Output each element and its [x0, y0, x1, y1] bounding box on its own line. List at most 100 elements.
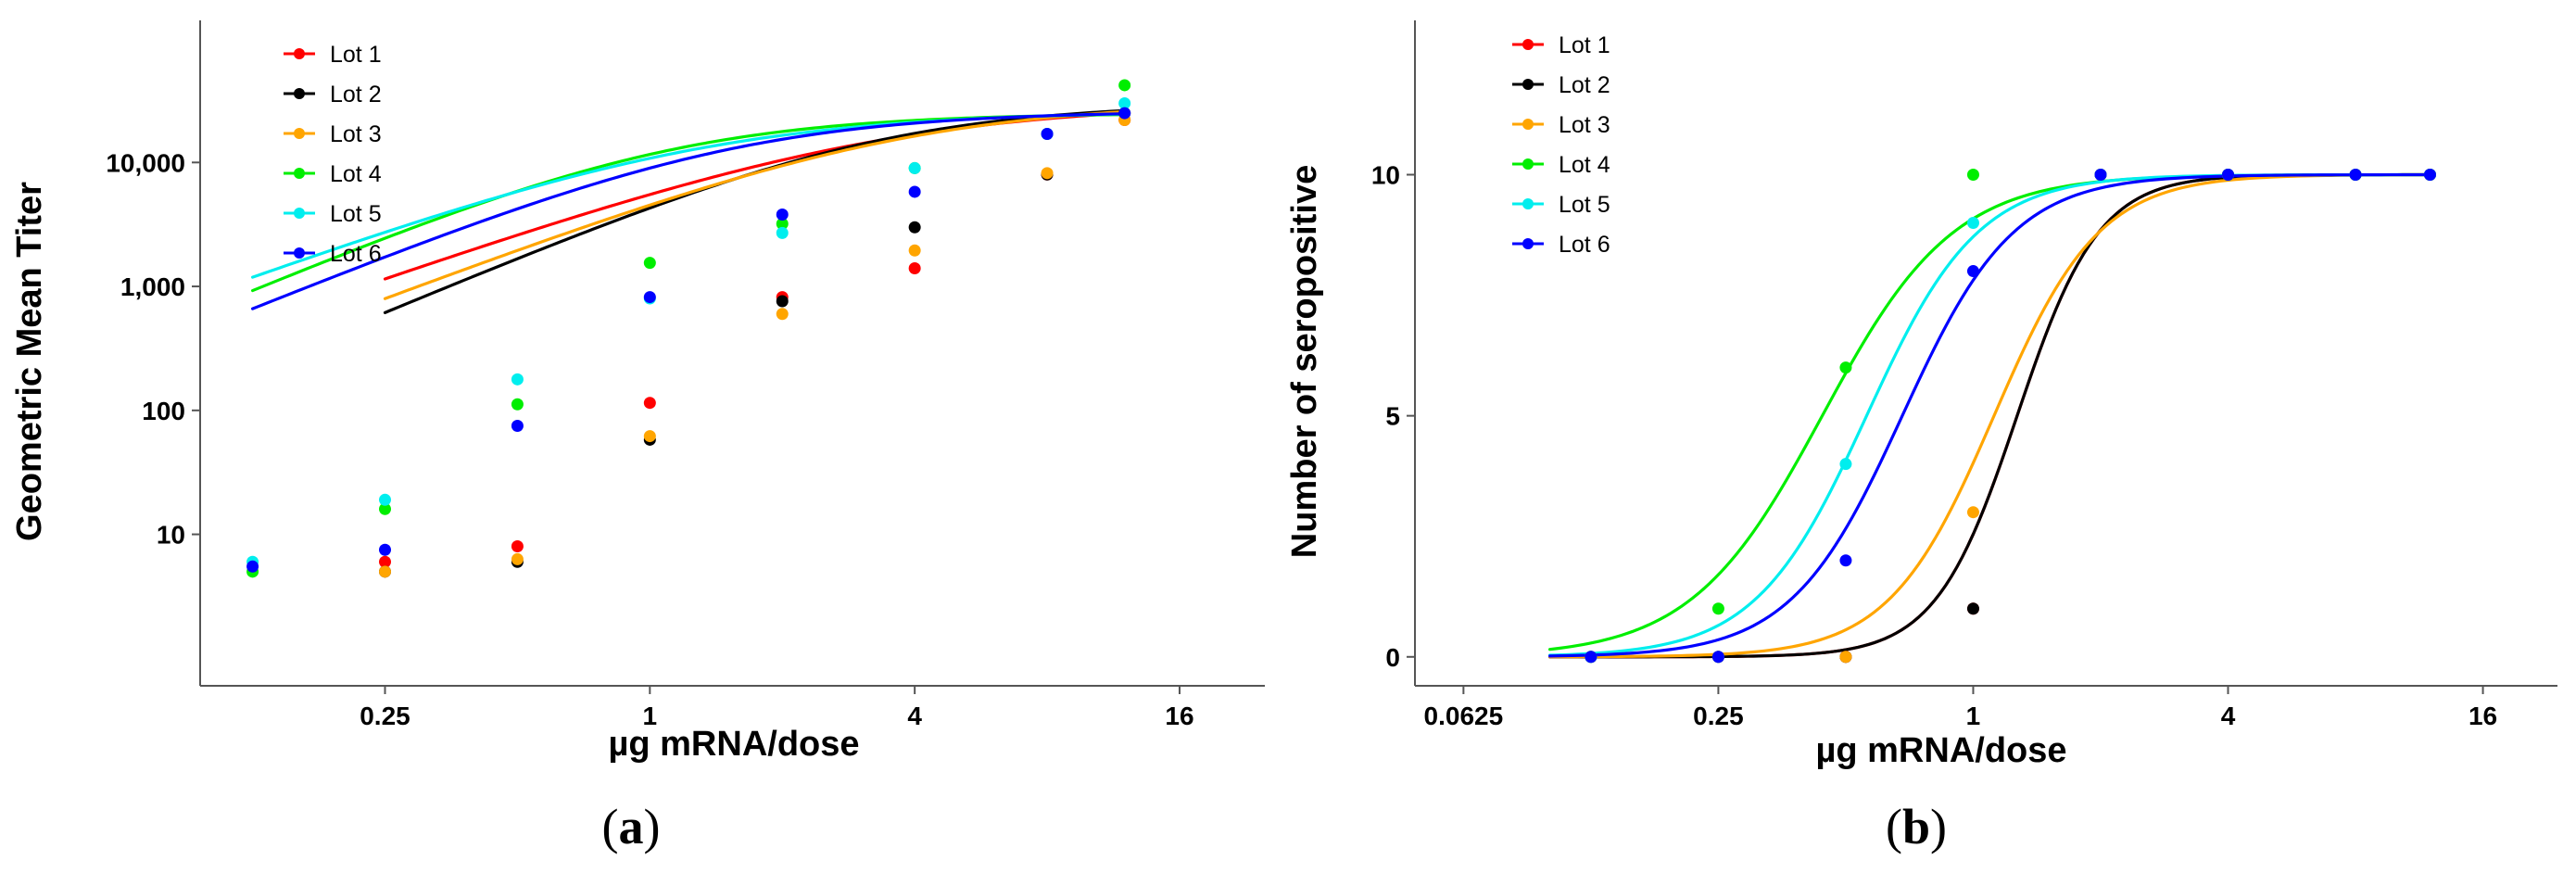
panel-a-point-lot-5 — [1118, 96, 1131, 109]
panel-b-label-open: ( — [1886, 799, 1902, 854]
legend-label-lot-5: Lot 5 — [330, 201, 382, 227]
panel-a-point-lot-6 — [246, 560, 259, 573]
panel-a-point-lot-4 — [511, 398, 524, 411]
panel-a-y-axis-title: Geometric Mean Titer — [10, 182, 49, 541]
panel-a-point-lot-6 — [1041, 127, 1054, 140]
legend-swatch-dot-lot-1 — [294, 48, 305, 59]
legend-label-lot-1: Lot 1 — [1559, 32, 1610, 58]
panel-b-point-lot-5 — [1839, 458, 1852, 471]
panel-a-label-letter: a — [619, 799, 644, 854]
panel-b-x-tick-label: 1 — [1966, 702, 1981, 730]
legend-swatch-dot-lot-2 — [1522, 79, 1534, 90]
panel-a-x-tick-label: 0.25 — [360, 702, 410, 730]
panel-a-point-lot-6 — [908, 185, 921, 198]
legend-label-lot-4: Lot 4 — [1559, 152, 1610, 178]
panel-a-point-lot-5 — [378, 493, 391, 506]
panel-b-point-lot-4 — [1839, 361, 1852, 374]
legend-label-lot-6: Lot 6 — [1559, 232, 1610, 258]
legend-label-lot-5: Lot 5 — [1559, 192, 1610, 218]
panel-a-x-tick-label: 16 — [1165, 702, 1193, 730]
panel-b-curve-lot-1 — [1548, 172, 2432, 659]
legend-label-lot-4: Lot 4 — [330, 161, 382, 187]
panel-a-point-lot-3 — [378, 565, 391, 578]
panel-b-curve-lot-5 — [1548, 172, 2432, 657]
legend-swatch-dot-lot-6 — [294, 247, 305, 259]
panel-a-chart: 0.25 1 4 16 10 100 1,000 10,000 Lot 1 Lot 2 Lot 3… — [10, 20, 1265, 854]
legend-label-lot-1: Lot 1 — [330, 42, 382, 68]
panel-b-y-tick-label: 10 — [1371, 160, 1400, 189]
panel-a-point-lot-5 — [908, 161, 921, 174]
panel-b-point-lot-4 — [1711, 602, 1724, 615]
panel-b-label-close: ) — [1930, 799, 1947, 854]
panel-a-point-lot-1 — [643, 397, 656, 410]
panel-b-curve-lot-6 — [1548, 172, 2432, 658]
panel-a-point-lot-6 — [1118, 107, 1131, 120]
panel-b-point-lot-6 — [2423, 168, 2436, 181]
panel-a-curve-lot-6 — [250, 112, 1127, 310]
legend-label-lot-2: Lot 2 — [330, 82, 382, 108]
panel-b-point-lot-2 — [1966, 602, 1979, 615]
panel-a-point-lot-1 — [908, 262, 921, 275]
panel-a-point-lot-3 — [511, 552, 524, 565]
panel-b-x-tick-label: 0.0625 — [1424, 702, 1504, 730]
legend-label-lot-3: Lot 3 — [1559, 112, 1610, 138]
panel-b-curve-lot-4 — [1548, 172, 2432, 652]
panel-a-label: (a) — [602, 799, 661, 854]
panel-a-legend: Lot 1 Lot 2 Lot 3 Lot 4 Lot 5 Lot 6 — [284, 42, 382, 267]
legend-swatch-dot-lot-3 — [294, 128, 305, 139]
panel-b-point-lot-6 — [1585, 651, 1597, 664]
panel-a-point-lot-1 — [378, 555, 391, 568]
panel-a-point-lot-2 — [908, 221, 921, 234]
legend-swatch-dot-lot-3 — [1522, 119, 1534, 130]
panel-b-label: (b) — [1886, 799, 1947, 854]
panel-b-point-lot-5 — [1966, 217, 1979, 230]
panel-b-point-lot-6 — [1839, 554, 1852, 567]
panel-b-point-lot-6 — [1711, 651, 1724, 664]
legend-swatch-dot-lot-4 — [294, 168, 305, 179]
panel-a-point-lot-1 — [511, 540, 524, 553]
panel-b-point-lot-6 — [2094, 168, 2107, 181]
panel-a-point-lot-6 — [643, 291, 656, 304]
panel-b-label-letter: b — [1902, 799, 1930, 854]
panel-b-y-tick-label: 5 — [1385, 402, 1400, 431]
legend-swatch-dot-lot-4 — [1522, 158, 1534, 170]
legend-swatch-dot-lot-5 — [294, 208, 305, 219]
panel-a-x-axis-title: µg mRNA/dose — [608, 725, 859, 764]
panel-b-x-tick-label: 4 — [2221, 702, 2236, 730]
panel-a-point-lot-4 — [1118, 79, 1131, 92]
legend-swatch-dot-lot-1 — [1522, 39, 1534, 50]
panel-a-x-tick-label: 4 — [907, 702, 922, 730]
panel-b-curve-lot-3 — [1548, 173, 2432, 659]
panel-b-point-lot-6 — [2349, 168, 2362, 181]
legend-swatch-dot-lot-5 — [1522, 198, 1534, 209]
panel-a-point-lot-4 — [378, 502, 391, 515]
panel-a-label-open: ( — [602, 799, 619, 854]
legend-swatch-dot-lot-6 — [1522, 238, 1534, 249]
panel-a-curve-lot-3 — [383, 109, 1127, 300]
legend-swatch-dot-lot-2 — [294, 88, 305, 99]
panel-a-point-lot-3 — [643, 430, 656, 443]
panel-a-point-lot-3 — [776, 308, 789, 321]
panel-a-curve-lot-2 — [383, 108, 1127, 314]
panel-a-label-close: ) — [644, 799, 661, 854]
panel-a-point-lot-6 — [511, 420, 524, 433]
panel-b-x-tick-label: 0.25 — [1693, 702, 1744, 730]
panel-b-x-axis-title: µg mRNA/dose — [1815, 731, 2066, 770]
panel-b-point-lot-3 — [1966, 506, 1979, 519]
panel-a-point-lot-4 — [643, 257, 656, 270]
legend-label-lot-6: Lot 6 — [330, 241, 382, 267]
panel-a-y-tick-label: 100 — [142, 397, 185, 425]
panel-a-point-lot-6 — [776, 209, 789, 221]
panel-a-point-lot-2 — [776, 295, 789, 308]
panel-a-point-lot-5 — [511, 373, 524, 386]
legend-label-lot-3: Lot 3 — [330, 121, 382, 147]
panel-a-point-lot-4 — [776, 217, 789, 230]
panel-a-point-lot-5 — [776, 226, 789, 239]
panel-b-point-lot-6 — [2222, 168, 2235, 181]
panel-a-x-tick-label: 1 — [643, 702, 658, 730]
panel-b-y-tick-label: 0 — [1385, 643, 1400, 672]
panel-a-point-lot-3 — [1041, 167, 1054, 180]
legend-label-lot-2: Lot 2 — [1559, 72, 1610, 98]
panel-a-point-lot-6 — [378, 543, 391, 556]
